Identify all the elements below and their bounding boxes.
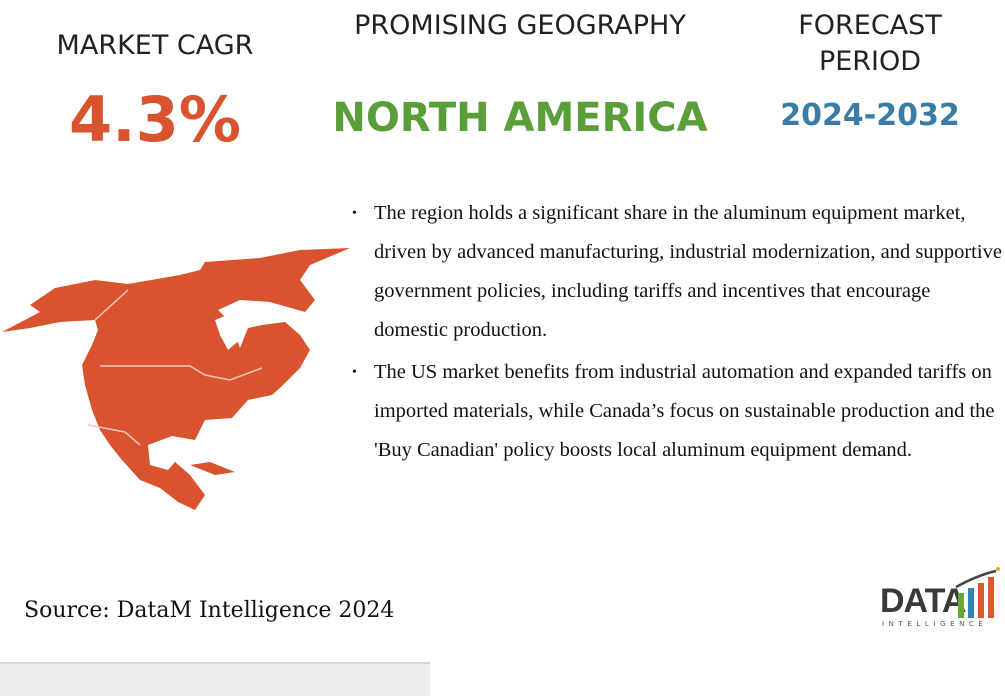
promising-geography-value: NORTH AMERICA [332, 95, 708, 141]
key-points-list: The region holds a significant share in … [352, 194, 1002, 473]
bottom-strip [0, 662, 430, 696]
logo-text: DATA [880, 582, 966, 620]
datam-logo-icon [955, 567, 1000, 618]
source-citation: Source: DataM Intelligence 2024 [24, 598, 395, 623]
promising-geography-label: PROMISING GEOGRAPHY [354, 10, 686, 41]
market-cagr-value: 4.3% [69, 83, 241, 156]
forecast-period-label: FORECAST PERIOD [798, 10, 942, 77]
forecast-period-value: 2024-2032 [780, 98, 960, 133]
logo-subtext: INTELLIGENCE [882, 620, 988, 628]
bullet-item: The US market benefits from industrial a… [352, 353, 1002, 470]
market-cagr-label: MARKET CAGR [56, 30, 254, 61]
bullet-item: The region holds a significant share in … [352, 194, 1002, 350]
north-america-map-icon [2, 248, 350, 510]
